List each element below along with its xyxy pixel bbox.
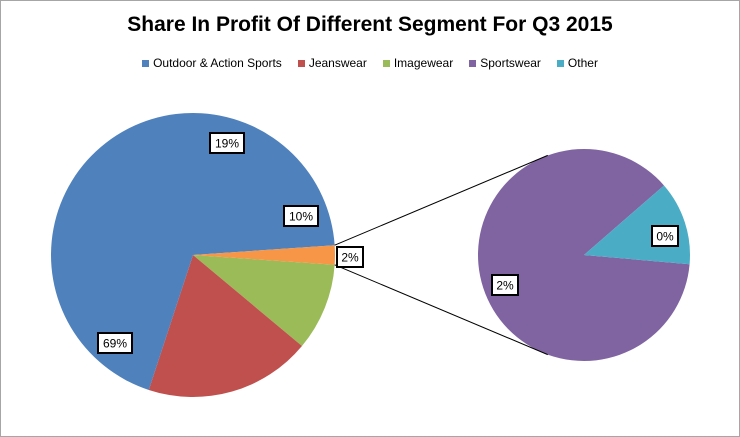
legend-swatch [382, 59, 390, 67]
connector-line-bottom [334, 264, 548, 356]
data-label-imagewear: 10% [283, 205, 319, 227]
svg-text:0%: 0% [656, 230, 674, 244]
pie-slice-sportswear [478, 148, 690, 361]
legend-label: Outdoor & Action Sports [153, 56, 282, 70]
data-label-aggregate: 2% [336, 246, 364, 268]
svg-text:2%: 2% [496, 279, 514, 293]
pie-slice-jeanswear [148, 255, 302, 397]
legend-item-sportswear: Sportswear [469, 56, 541, 70]
svg-text:10%: 10% [289, 210, 313, 224]
legend-label: Jeanswear [308, 56, 367, 70]
svg-text:69%: 69% [103, 337, 127, 351]
legend-item-outdoor-action-sports: Outdoor & Action Sports [142, 56, 282, 70]
legend-label: Other [567, 56, 598, 70]
data-label-other: 0% [651, 225, 679, 247]
legend-item-imagewear: Imagewear [382, 56, 454, 70]
legend: Outdoor & Action Sports Jeanswear Imagewea… [1, 56, 739, 70]
data-label-outdoor-action-sports: 69% [97, 332, 133, 354]
legend-item-other: Other [556, 56, 598, 70]
legend-label: Sportswear [480, 56, 541, 70]
pie-slice-outdoor-action-sports [50, 112, 335, 390]
pie-slice-aggregate [193, 245, 335, 265]
data-label-jeanswear: 19% [209, 132, 245, 154]
legend-label: Imagewear [393, 56, 454, 70]
chart-title: Share In Profit Of Different Segment For… [127, 13, 613, 36]
legend-item-jeanswear: Jeanswear [297, 56, 367, 70]
pie-slice-imagewear [193, 255, 335, 347]
legend-swatch [556, 59, 564, 67]
svg-text:19%: 19% [215, 137, 239, 151]
svg-text:2%: 2% [341, 251, 359, 265]
legend-swatch [297, 59, 305, 67]
connector-line-top [334, 154, 548, 246]
data-label-sportswear: 2% [491, 274, 519, 296]
legend-swatch [142, 59, 150, 67]
legend-swatch [469, 59, 477, 67]
